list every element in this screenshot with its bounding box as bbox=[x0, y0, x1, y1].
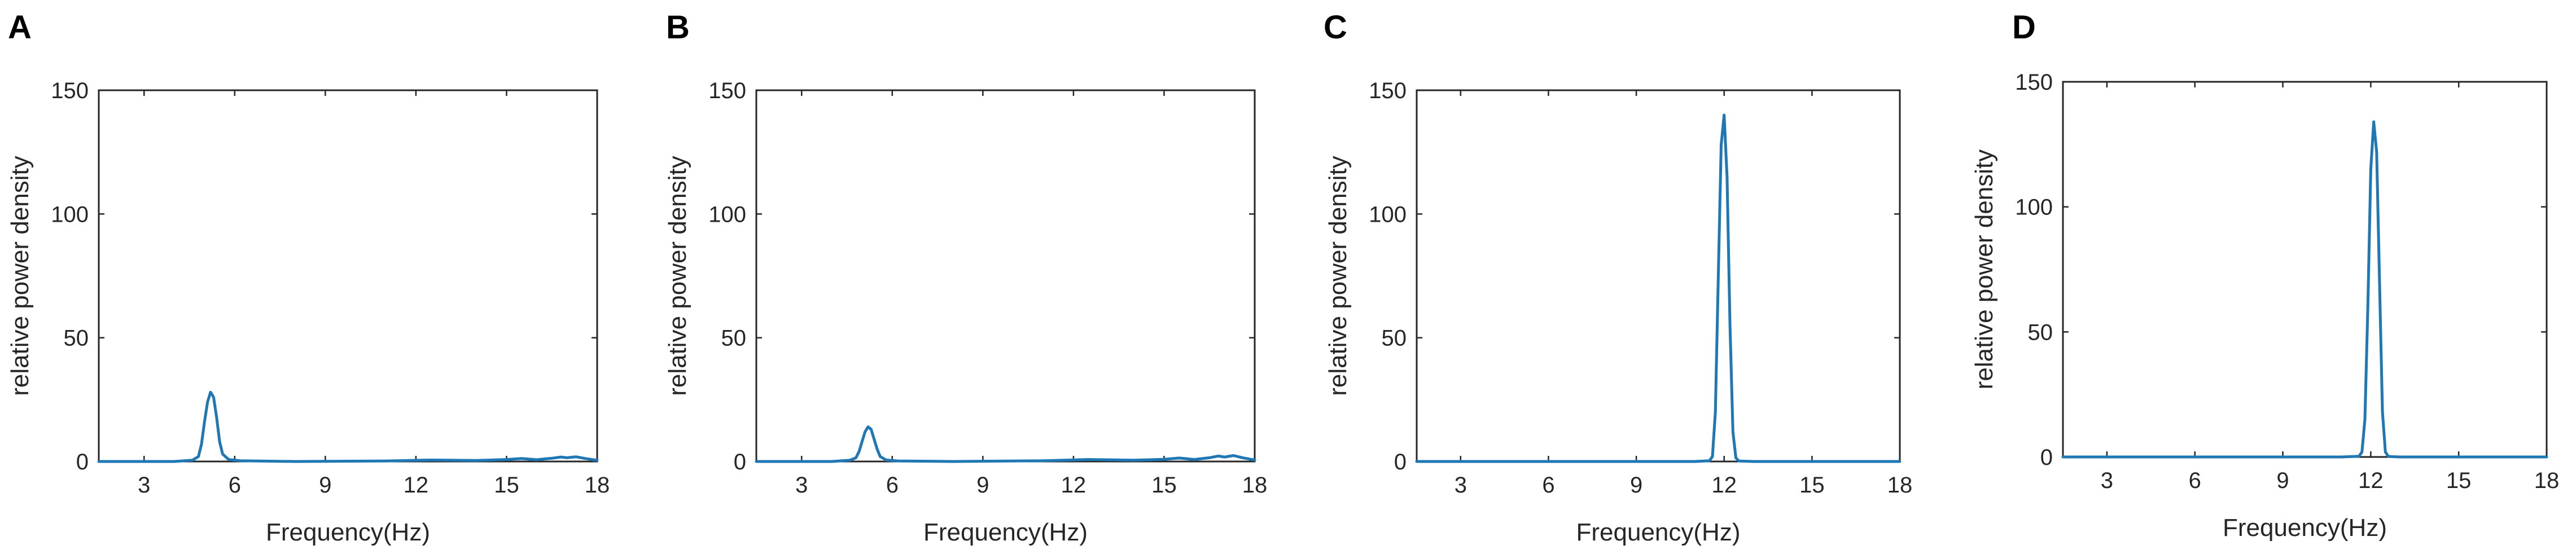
x-tick-label: 15 bbox=[1799, 473, 1825, 498]
x-tick-label: 12 bbox=[2358, 468, 2384, 493]
y-tick-label: 150 bbox=[2015, 70, 2053, 95]
x-tick-label: 15 bbox=[2446, 468, 2472, 493]
plot-area-frame bbox=[1416, 89, 1901, 463]
x-axis-label: Frequency(Hz) bbox=[2223, 514, 2387, 542]
x-tick-label: 6 bbox=[2189, 468, 2201, 493]
plot-area-frame bbox=[98, 89, 598, 463]
x-tick-label: 18 bbox=[2534, 468, 2560, 493]
y-tick-label: 50 bbox=[2028, 320, 2053, 345]
y-tick-label: 100 bbox=[708, 202, 746, 227]
y-tick-label: 0 bbox=[2040, 445, 2053, 470]
series-line bbox=[1415, 113, 1902, 463]
y-axis-label: relative power density bbox=[1324, 156, 1352, 396]
y-axis-label: relative power density bbox=[1970, 150, 1998, 390]
x-tick-label: 6 bbox=[1542, 473, 1554, 498]
chart-panel-b: B 3 6 9 12 15 18 0 50 100 150 Frequency(Hz) relative… bbox=[664, 9, 1267, 546]
series-line bbox=[2061, 120, 2548, 459]
panel-letter: B bbox=[666, 9, 690, 46]
x-tick-label: 18 bbox=[1887, 473, 1913, 498]
y-tick-label: 150 bbox=[708, 78, 746, 103]
y-tick-label: 50 bbox=[64, 326, 89, 351]
y-tick-label: 50 bbox=[1382, 326, 1407, 351]
y-axis-label: relative power density bbox=[664, 156, 691, 396]
panel-letter: C bbox=[1324, 9, 1347, 46]
x-tick-label: 9 bbox=[1630, 473, 1642, 498]
x-tick-label: 6 bbox=[886, 473, 899, 498]
plot-area-frame bbox=[755, 89, 1256, 463]
y-tick-label: 150 bbox=[1369, 78, 1407, 103]
chart-panel-d: D 3 6 9 12 15 18 0 50 100 150 Frequency(Hz) relative… bbox=[1970, 9, 2559, 542]
y-tick-label: 150 bbox=[51, 78, 89, 103]
x-tick-label: 15 bbox=[494, 473, 519, 498]
x-tick-label: 15 bbox=[1151, 473, 1177, 498]
x-tick-label: 18 bbox=[585, 473, 610, 498]
y-tick-label: 50 bbox=[721, 326, 747, 351]
x-tick-label: 12 bbox=[1711, 473, 1737, 498]
x-tick-label: 12 bbox=[404, 473, 429, 498]
x-tick-label: 3 bbox=[795, 473, 808, 498]
plot-area-frame bbox=[2062, 81, 2548, 458]
y-axis-label: relative power density bbox=[6, 156, 34, 396]
x-tick-label: 12 bbox=[1061, 473, 1087, 498]
x-axis-label: Frequency(Hz) bbox=[266, 518, 430, 546]
panel-letter: D bbox=[2012, 9, 2036, 46]
panel-letter: A bbox=[8, 9, 32, 46]
y-tick-label: 0 bbox=[734, 450, 746, 474]
x-tick-label: 18 bbox=[1242, 473, 1268, 498]
y-tick-label: 100 bbox=[51, 202, 89, 227]
x-tick-label: 6 bbox=[229, 473, 241, 498]
y-tick-label: 0 bbox=[76, 450, 89, 474]
x-tick-label: 9 bbox=[319, 473, 331, 498]
chart-panel-c: C 3 6 9 12 15 18 0 50 100 150 Frequency(Hz) relative… bbox=[1324, 9, 1912, 546]
y-tick-label: 0 bbox=[1394, 450, 1407, 474]
x-tick-label: 9 bbox=[976, 473, 989, 498]
x-tick-label: 3 bbox=[138, 473, 150, 498]
x-tick-label: 3 bbox=[2101, 468, 2113, 493]
y-tick-label: 100 bbox=[2015, 195, 2053, 220]
series-line bbox=[97, 390, 599, 463]
chart-panel-a: A 3 6 9 12 15 18 0 50 100 150 Frequency(Hz) relative… bbox=[6, 9, 610, 546]
y-tick-label: 100 bbox=[1369, 202, 1407, 227]
x-axis-label: Frequency(Hz) bbox=[923, 518, 1088, 546]
x-tick-label: 3 bbox=[1455, 473, 1467, 498]
x-axis-label: Frequency(Hz) bbox=[1576, 518, 1741, 546]
series-line bbox=[755, 425, 1256, 463]
x-tick-label: 9 bbox=[2276, 468, 2289, 493]
